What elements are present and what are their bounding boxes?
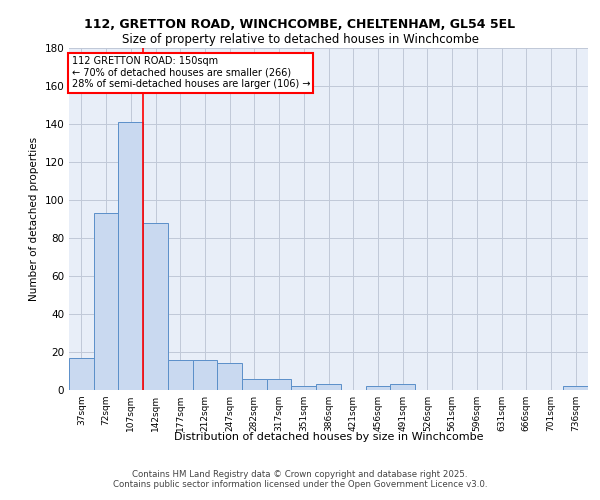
Bar <box>168 360 193 390</box>
Bar <box>193 360 217 390</box>
Text: Contains HM Land Registry data © Crown copyright and database right 2025.
Contai: Contains HM Land Registry data © Crown c… <box>113 470 487 489</box>
Bar <box>94 213 118 390</box>
Text: 112 GRETTON ROAD: 150sqm
← 70% of detached houses are smaller (266)
28% of semi-: 112 GRETTON ROAD: 150sqm ← 70% of detach… <box>71 56 310 90</box>
Y-axis label: Number of detached properties: Number of detached properties <box>29 136 39 301</box>
Bar <box>267 378 292 390</box>
Text: Size of property relative to detached houses in Winchcombe: Size of property relative to detached ho… <box>121 32 479 46</box>
Bar <box>69 358 94 390</box>
Bar <box>242 378 267 390</box>
Text: Distribution of detached houses by size in Winchcombe: Distribution of detached houses by size … <box>174 432 484 442</box>
Bar <box>143 222 168 390</box>
Bar <box>316 384 341 390</box>
Bar <box>390 384 415 390</box>
Bar <box>365 386 390 390</box>
Bar <box>563 386 588 390</box>
Text: 112, GRETTON ROAD, WINCHCOMBE, CHELTENHAM, GL54 5EL: 112, GRETTON ROAD, WINCHCOMBE, CHELTENHA… <box>85 18 515 30</box>
Bar <box>118 122 143 390</box>
Bar <box>292 386 316 390</box>
Bar <box>217 364 242 390</box>
